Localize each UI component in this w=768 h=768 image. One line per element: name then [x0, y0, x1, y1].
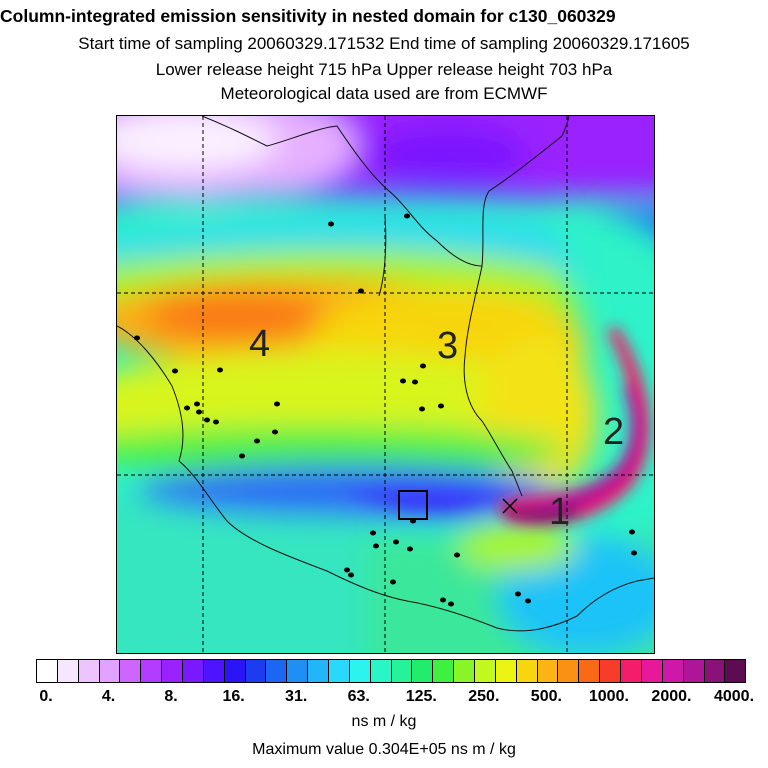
coastlines	[117, 116, 654, 632]
colorbar-swatch	[329, 660, 350, 682]
map-svg: 4 3 2 1	[117, 116, 654, 653]
plot-title: Column-integrated emission sensitivity i…	[0, 6, 616, 26]
colorbar-swatch	[287, 660, 309, 682]
colorbar-swatch	[266, 660, 288, 682]
grid-label-3: 3	[437, 325, 458, 367]
colorbar-tick-label: 250.	[468, 688, 500, 705]
cities	[134, 213, 637, 607]
colorbar-swatch	[391, 660, 413, 682]
colorbar-swatch	[683, 660, 705, 682]
colorbar-swatch	[99, 660, 121, 682]
colorbar-swatch	[454, 660, 476, 682]
colorbar	[36, 659, 746, 683]
colorbar-tick-label: 500.	[530, 688, 562, 705]
colorbar-tick-label: 2000.	[651, 688, 692, 705]
colorbar-swatch	[183, 660, 204, 682]
colorbar-swatch	[224, 660, 246, 682]
colorbar-swatch	[704, 660, 726, 682]
maximum-value: Maximum value 0.304E+05 ns m / kg	[252, 741, 516, 758]
release-marker	[502, 498, 518, 514]
grid-label-1: 1	[549, 491, 570, 533]
plume	[497, 326, 650, 526]
colorbar-swatch	[245, 660, 267, 682]
colorbar-swatch	[641, 660, 663, 682]
colorbar-tick-label: 31.	[285, 688, 308, 705]
colorbar-swatch	[203, 660, 225, 682]
colorbar-swatch	[621, 660, 642, 682]
colorbar-swatch	[579, 660, 601, 682]
grid-lines	[117, 116, 654, 653]
colorbar-swatch	[57, 660, 79, 682]
colorbar-swatch	[349, 660, 371, 682]
colorbar-swatch	[433, 660, 455, 682]
colorbar-swatch	[537, 660, 559, 682]
colorbar-swatch	[308, 660, 330, 682]
colorbar-tick-label: 0.	[39, 688, 53, 705]
colorbar-tick-label: 4.	[101, 688, 116, 705]
colorbar-tick-label: 63.	[347, 688, 370, 705]
colorbar-tick-label: 4000.	[713, 688, 755, 705]
colorbar-swatch	[558, 660, 580, 682]
colorbar-swatch	[37, 660, 58, 682]
colorbar-swatch	[516, 660, 538, 682]
colorbar-swatch	[495, 660, 517, 682]
colorbar-tick-label: 1000.	[588, 688, 629, 705]
colorbar-swatch	[662, 660, 684, 682]
colorbar-swatch	[78, 660, 100, 682]
grid-label-2: 2	[603, 411, 624, 453]
sensitivity-map: 4 3 2 1	[116, 115, 655, 654]
sampling-times: Start time of sampling 20060329.171532 E…	[78, 34, 690, 53]
release-heights: Lower release height 715 hPa Upper relea…	[155, 60, 613, 79]
colorbar-swatch	[370, 660, 392, 682]
colorbar-units: ns m / kg	[351, 713, 417, 730]
colorbar-swatch	[162, 660, 184, 682]
colorbar-tick-label: 8.	[164, 688, 178, 705]
grid-label-4: 4	[249, 323, 270, 365]
colorbar-tick-label: 16.	[222, 688, 245, 705]
colorbar-swatch	[725, 660, 746, 682]
colorbar-swatch	[141, 660, 163, 682]
met-data-source: Meteorological data used are from ECMWF	[220, 84, 548, 103]
colorbar-swatch	[600, 660, 622, 682]
colorbar-swatch	[412, 660, 434, 682]
colorbar-tick-label: 125.	[405, 688, 437, 705]
colorbar-swatch	[120, 660, 142, 682]
colorbar-swatch	[475, 660, 496, 682]
